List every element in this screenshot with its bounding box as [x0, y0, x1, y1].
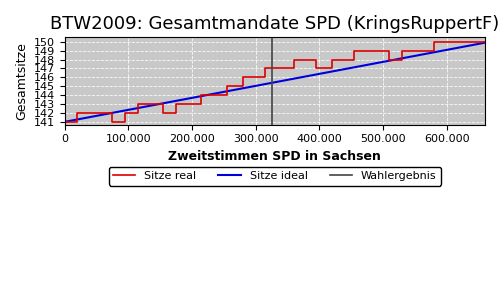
Sitze real: [240, 76, 246, 79]
Sitze real: [313, 58, 319, 61]
Sitze real: [122, 120, 128, 124]
Sitze real: [313, 67, 319, 70]
Sitze real: [62, 120, 68, 124]
Sitze real: [110, 120, 116, 124]
Sitze real: [110, 120, 116, 124]
Legend: Sitze real, Sitze ideal, Wahlergebnis: Sitze real, Sitze ideal, Wahlergebnis: [108, 167, 441, 186]
Sitze real: [198, 102, 204, 106]
Sitze real: [386, 49, 392, 52]
Sitze real: [110, 111, 116, 115]
Sitze real: [224, 93, 230, 97]
X-axis label: Zweitstimmen SPD in Sachsen: Zweitstimmen SPD in Sachsen: [168, 150, 381, 163]
Sitze real: [198, 93, 204, 97]
Sitze real: [173, 111, 179, 115]
Sitze real: [399, 49, 405, 52]
Sitze real: [74, 120, 80, 124]
Sitze real: [240, 85, 246, 88]
Sitze real: [160, 111, 166, 115]
Sitze real: [74, 111, 80, 115]
Y-axis label: Gesamtsitze: Gesamtsitze: [15, 42, 28, 120]
Line: Sitze real: Sitze real: [64, 42, 485, 122]
Sitze real: [352, 49, 358, 52]
Sitze real: [291, 67, 297, 70]
Sitze real: [482, 40, 488, 44]
Sitze real: [173, 102, 179, 106]
Sitze real: [262, 67, 268, 70]
Sitze real: [352, 58, 358, 61]
Sitze real: [135, 111, 141, 115]
Sitze real: [122, 111, 128, 115]
Sitze real: [399, 58, 405, 61]
Sitze real: [291, 58, 297, 61]
Title: BTW2009: Gesamtmandate SPD (KringsRuppertF): BTW2009: Gesamtmandate SPD (KringsRupper…: [50, 15, 500, 33]
Sitze real: [135, 102, 141, 106]
Sitze real: [329, 67, 335, 70]
Sitze real: [224, 85, 230, 88]
Sitze real: [431, 40, 437, 44]
Sitze real: [329, 58, 335, 61]
Sitze real: [262, 76, 268, 79]
Sitze real: [386, 58, 392, 61]
Sitze real: [160, 102, 166, 106]
Sitze real: [431, 49, 437, 52]
